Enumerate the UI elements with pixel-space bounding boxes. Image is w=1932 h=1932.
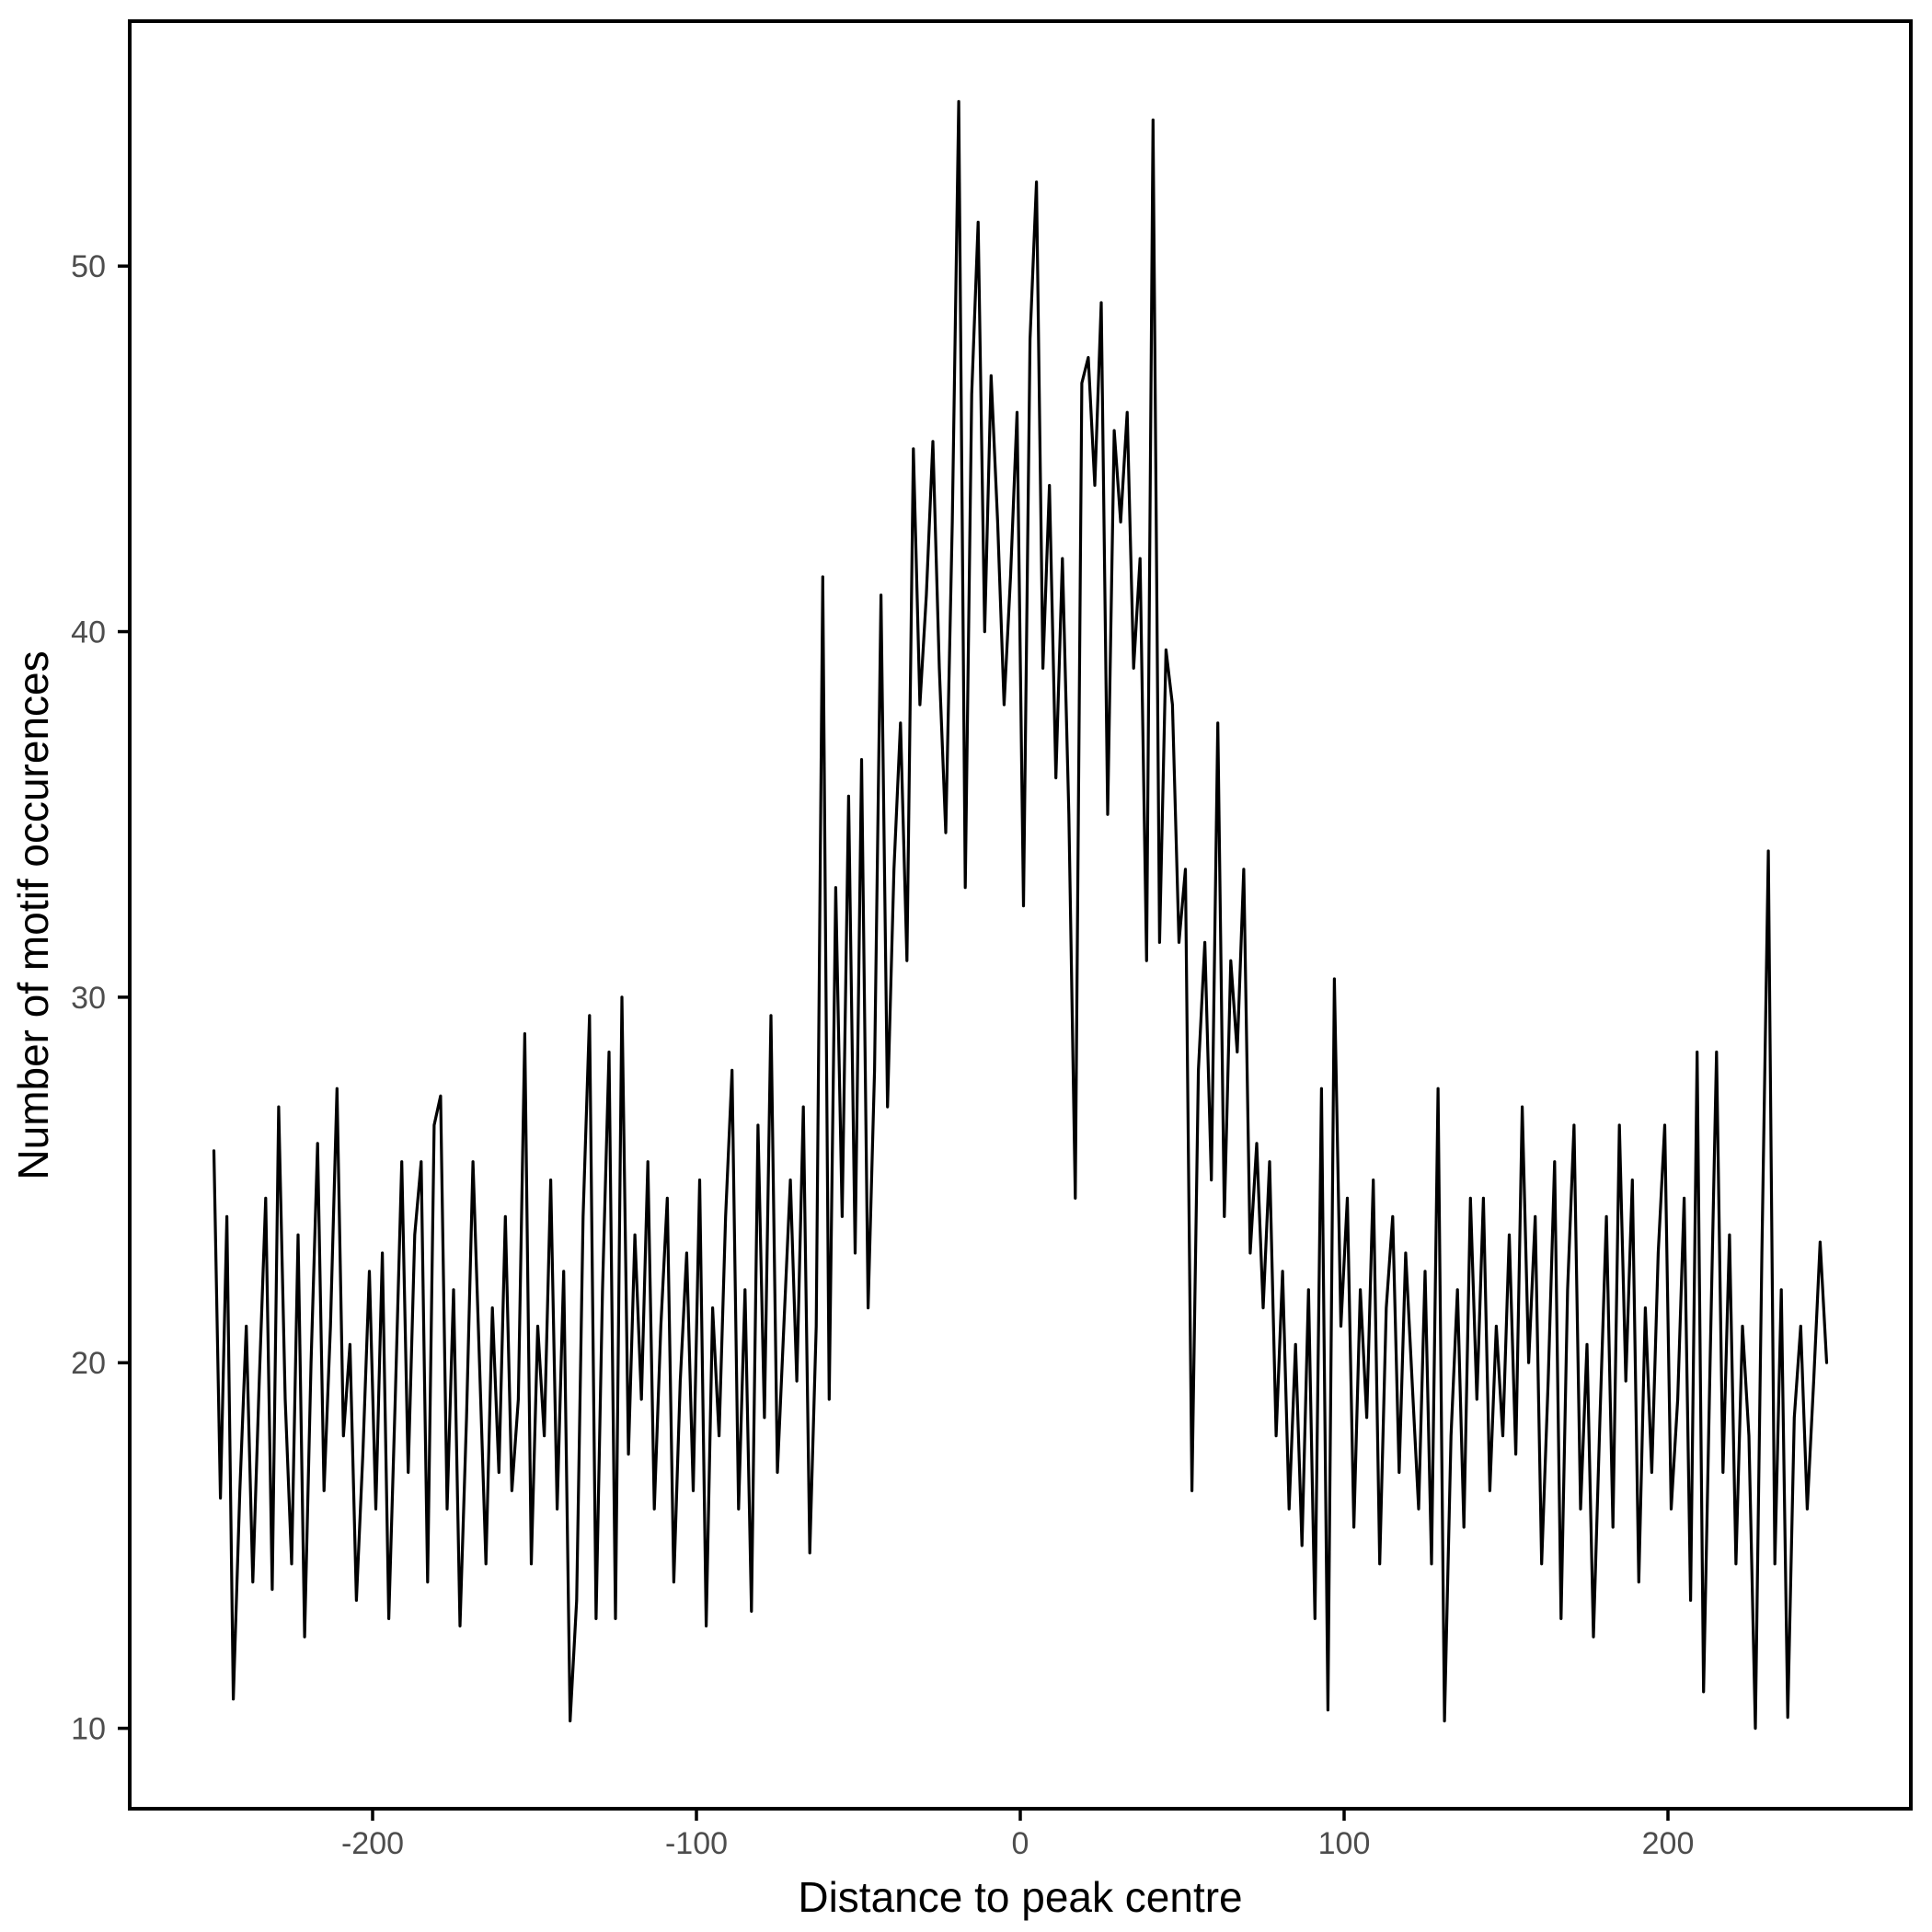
- y-tick-label: 30: [71, 981, 106, 1016]
- series-line: [212, 99, 1829, 1731]
- y-tick-label: 50: [71, 249, 106, 284]
- x-axis-ticks: [371, 1809, 1670, 1821]
- y-tick-label: 10: [71, 1712, 106, 1747]
- y-tick-label: 20: [71, 1346, 106, 1381]
- x-tick-label: 100: [1318, 1826, 1371, 1861]
- x-tick-label: -200: [341, 1826, 404, 1861]
- x-axis-tick-labels: -200 -100 0 100 200: [341, 1826, 1694, 1861]
- series-group: [212, 99, 1829, 1731]
- x-axis-title: Distance to peak centre: [798, 1873, 1242, 1921]
- x-tick-label: 200: [1642, 1826, 1695, 1861]
- y-tick-label: 40: [71, 615, 106, 650]
- y-axis-ticks: [118, 264, 130, 1731]
- y-axis-tick-labels: 10 20 30 40 50: [71, 249, 106, 1746]
- x-tick-label: 0: [1012, 1826, 1029, 1861]
- x-tick-label: -100: [665, 1826, 728, 1861]
- y-axis-title: Number of motif occurences: [9, 650, 57, 1179]
